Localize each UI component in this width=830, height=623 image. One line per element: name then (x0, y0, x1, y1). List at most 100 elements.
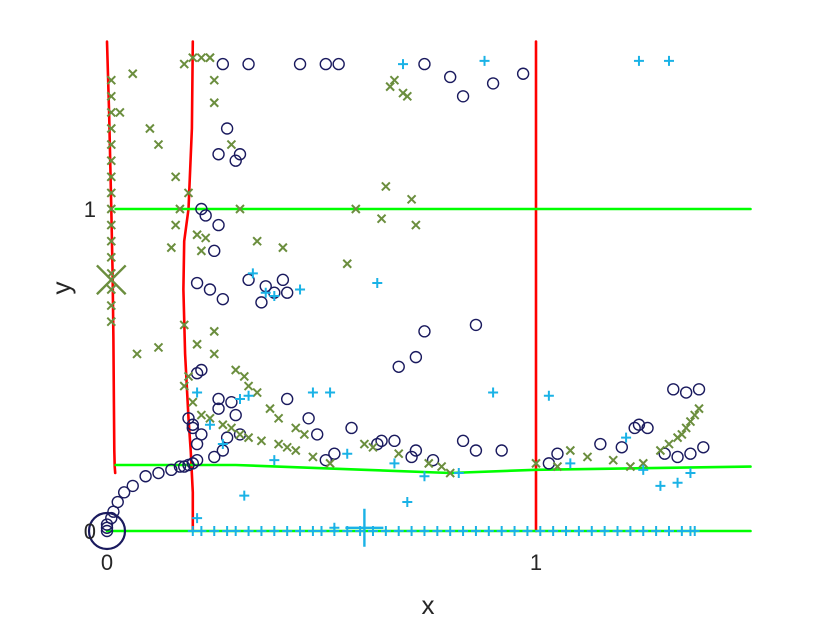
cross-point (406, 194, 417, 205)
circle-point (276, 273, 290, 287)
cross-point (183, 371, 194, 382)
circle-point (332, 57, 345, 71)
circle-point (100, 524, 114, 538)
plus-point (209, 526, 220, 536)
plus-point (247, 268, 258, 279)
cross-point (235, 204, 245, 214)
circle-point (328, 447, 341, 460)
y-tick-label-0: 0 (84, 519, 96, 544)
cross-point (376, 213, 387, 224)
cross-point (128, 69, 138, 79)
plus-point (543, 390, 554, 401)
cross-point (115, 107, 125, 118)
cross-point (664, 439, 674, 449)
cross-point (342, 259, 352, 269)
cross-point (638, 458, 648, 469)
cross-point (226, 423, 237, 433)
circle-point (345, 421, 358, 435)
circle-point (311, 428, 324, 441)
circle-point (126, 479, 139, 493)
cross-point (582, 452, 593, 462)
circle-point (418, 57, 431, 71)
plus-point (342, 448, 353, 459)
cross-point (106, 91, 116, 102)
cross-point (106, 316, 116, 327)
cross-point (351, 204, 361, 214)
plus-point (187, 526, 198, 536)
cross-point (170, 172, 181, 182)
points-layer (87, 52, 710, 551)
plus-point (458, 526, 469, 536)
cross-point (608, 455, 618, 465)
circle-point (388, 434, 401, 448)
circle-point (225, 396, 238, 409)
circle-point (165, 463, 178, 477)
cross-point (685, 416, 696, 427)
circle-point (684, 447, 697, 460)
cross-point (677, 429, 687, 440)
plus-point (192, 387, 203, 398)
circle-point (658, 447, 671, 460)
cross-point (256, 436, 267, 446)
y-tick-label-1: 1 (84, 197, 96, 222)
cross-point (106, 107, 116, 118)
circle-point (212, 402, 225, 415)
cross-point (192, 230, 202, 240)
plus-point (432, 526, 443, 536)
x-axis-label: x (422, 590, 435, 620)
circle-point (319, 57, 332, 71)
plus-point (398, 59, 409, 70)
red-curve-1 (182, 40, 195, 533)
circle-point (615, 441, 628, 454)
cross-point (209, 349, 219, 359)
circle-point (319, 453, 332, 467)
plus-point (256, 526, 267, 536)
cross-point (209, 326, 219, 337)
plus-point (389, 458, 400, 469)
cross-point (226, 139, 237, 150)
circle-point (233, 148, 247, 161)
circle-point (692, 383, 706, 396)
cross-point (655, 445, 666, 456)
cross-point (166, 242, 177, 253)
large-circle-marker (87, 511, 127, 551)
circle-point (641, 421, 654, 435)
cross-point (196, 410, 207, 420)
circle-point (280, 286, 294, 299)
cross-point (239, 371, 249, 382)
cross-point (385, 81, 395, 92)
circle-point (229, 154, 242, 167)
plus-point (488, 387, 499, 398)
circle-point (405, 450, 418, 464)
cross-point (552, 461, 563, 472)
plus-point (479, 55, 490, 66)
plus-point (380, 526, 391, 536)
plus-point (612, 526, 623, 536)
circle-point (667, 383, 680, 396)
cross-point (436, 461, 447, 472)
circle-point (190, 437, 204, 451)
circle-point (186, 421, 200, 435)
circle-point (418, 325, 431, 338)
plus-point (565, 458, 576, 469)
circle-point (409, 350, 423, 364)
cross-point (291, 423, 301, 433)
circle-point (456, 90, 470, 103)
cross-point (179, 320, 189, 330)
cross-point (106, 155, 116, 166)
circle-point (469, 318, 483, 332)
cross-point (179, 381, 189, 391)
cross-point (153, 139, 164, 150)
cross-point (394, 449, 404, 459)
plus-point (316, 526, 327, 536)
cross-point (179, 59, 189, 69)
circle-point (469, 444, 483, 457)
circle-point (173, 460, 187, 473)
cross-point (308, 452, 318, 462)
circle-point (594, 437, 607, 451)
plus-point (282, 526, 293, 536)
circle-point (199, 209, 212, 222)
plus-point (663, 55, 674, 66)
cross-point (411, 220, 421, 230)
circle-point (208, 450, 221, 464)
